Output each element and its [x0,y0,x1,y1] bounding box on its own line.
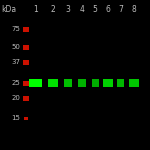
Text: 2: 2 [51,4,56,14]
Text: 4: 4 [79,4,84,14]
Bar [103,79,112,87]
Bar [23,60,29,64]
Text: 3: 3 [66,4,71,14]
Bar [78,79,86,87]
Text: 7: 7 [118,4,123,14]
Text: kDa: kDa [2,4,17,14]
Text: 50: 50 [11,44,20,50]
Bar [64,79,72,87]
Text: 8: 8 [132,4,137,14]
Bar [24,117,28,120]
Text: 5: 5 [93,4,98,14]
Bar [92,79,99,87]
Bar [23,96,29,100]
Bar [28,79,42,87]
Text: 6: 6 [106,4,110,14]
Text: 15: 15 [11,116,20,122]
Text: 20: 20 [11,95,20,101]
Bar [117,79,124,87]
Bar [23,27,29,32]
Bar [129,79,139,87]
Text: 37: 37 [11,59,20,65]
Text: 1: 1 [33,4,38,14]
Bar [48,79,58,87]
Bar [23,81,30,86]
Bar [23,45,29,50]
Text: 25: 25 [12,80,20,86]
Text: 75: 75 [11,26,20,32]
